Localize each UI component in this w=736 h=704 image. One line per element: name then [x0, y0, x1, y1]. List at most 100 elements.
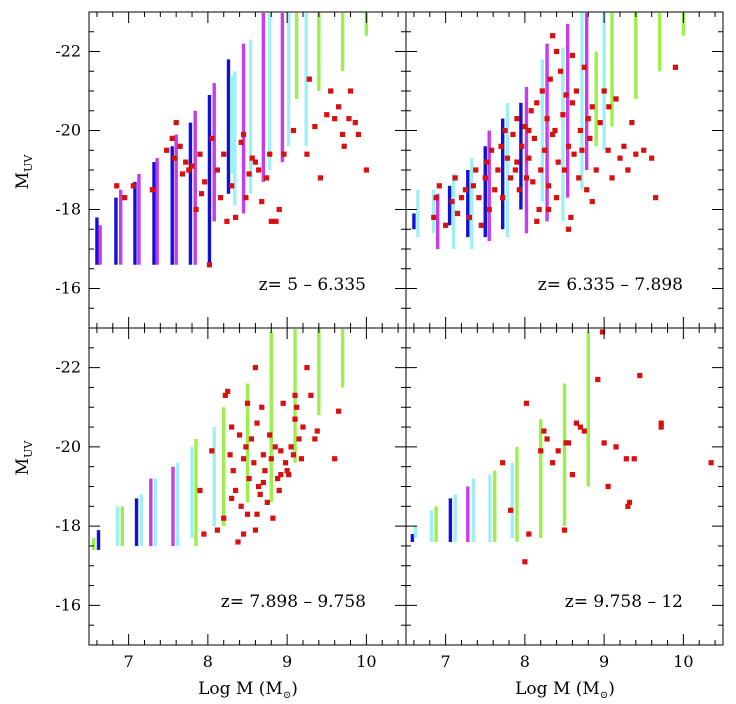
- x-axis-label-left-close: ): [291, 679, 298, 699]
- galaxy-point: [324, 112, 330, 118]
- x-tick-label: 8: [520, 652, 530, 671]
- galaxy-point: [593, 167, 599, 173]
- galaxy-point: [526, 155, 532, 161]
- galaxy-point: [202, 179, 208, 185]
- galaxy-point: [539, 88, 545, 94]
- galaxy-point: [519, 143, 525, 149]
- galaxy-point: [522, 559, 528, 565]
- x-axis-label-left-main: Log M (M: [198, 679, 283, 699]
- galaxy-point: [260, 452, 266, 458]
- galaxy-point: [346, 116, 352, 122]
- galaxy-point: [534, 218, 540, 224]
- galaxy-point: [296, 436, 302, 442]
- galaxy-point: [240, 531, 247, 537]
- galaxy-point: [340, 131, 346, 138]
- y-axis-label-lower-main: M: [13, 458, 33, 475]
- galaxy-point: [550, 131, 556, 138]
- galaxy-point: [510, 131, 516, 138]
- galaxy-point: [579, 147, 585, 153]
- galaxy-point: [130, 183, 136, 189]
- galaxy-point: [284, 468, 290, 474]
- galaxy-point: [530, 179, 536, 185]
- panel-4: z= 9.758 – 12: [405, 327, 724, 646]
- galaxy-point: [273, 218, 279, 224]
- galaxy-point: [280, 400, 286, 406]
- galaxy-point: [526, 531, 532, 537]
- galaxy-point: [569, 100, 576, 106]
- galaxy-point: [523, 175, 530, 181]
- galaxy-point: [585, 116, 591, 122]
- galaxy-point: [581, 64, 587, 70]
- galaxy-point: [209, 135, 215, 141]
- galaxy-point: [584, 187, 590, 193]
- galaxy-point: [452, 175, 458, 181]
- galaxy-point: [263, 175, 270, 181]
- galaxy-point: [597, 120, 603, 126]
- x-tick-label: 10: [673, 652, 693, 671]
- galaxy-point: [547, 76, 553, 82]
- galaxy-point: [276, 206, 282, 213]
- galaxy-point: [347, 88, 354, 94]
- galaxy-point: [201, 531, 207, 537]
- galaxy-point: [336, 408, 342, 414]
- panel-label: z= 6.335 – 7.898: [538, 275, 683, 295]
- panel-1: z= 5 – 6.335: [88, 11, 407, 329]
- galaxy-point: [526, 127, 532, 134]
- galaxy-point: [122, 195, 128, 201]
- galaxy-point: [248, 436, 255, 442]
- galaxy-point: [672, 64, 679, 70]
- galaxy-point: [473, 167, 479, 173]
- galaxy-point: [658, 424, 664, 430]
- galaxy-point: [254, 511, 260, 517]
- galaxy-point: [492, 187, 498, 193]
- galaxy-point: [249, 155, 255, 161]
- galaxy-point: [240, 131, 247, 138]
- galaxy-point: [298, 456, 304, 462]
- x-tick-label: 9: [599, 652, 609, 671]
- galaxy-point: [568, 214, 574, 220]
- galaxy-point: [294, 404, 300, 410]
- galaxy-point: [565, 143, 572, 149]
- galaxy-point: [458, 195, 465, 201]
- galaxy-point: [268, 456, 274, 462]
- galaxy-point: [229, 183, 235, 189]
- galaxy-point: [209, 448, 215, 454]
- galaxy-point: [553, 195, 560, 201]
- galaxy-point: [183, 159, 189, 165]
- galaxy-point: [214, 167, 220, 173]
- galaxy-point: [244, 400, 251, 406]
- galaxy-point: [243, 195, 249, 201]
- galaxy-point: [262, 468, 268, 474]
- galaxy-point: [482, 175, 488, 181]
- galaxy-point: [149, 187, 155, 193]
- galaxy-point: [222, 392, 228, 398]
- galaxy-point: [236, 432, 243, 438]
- galaxy-point: [243, 444, 249, 450]
- galaxy-point: [504, 155, 511, 161]
- x-axis-label-right-close: ): [608, 679, 615, 699]
- galaxy-point: [197, 487, 203, 494]
- galaxy-point: [478, 222, 484, 228]
- galaxy-point: [306, 76, 312, 82]
- galaxy-point: [278, 472, 284, 478]
- galaxy-point: [587, 135, 593, 141]
- galaxy-point: [514, 159, 520, 165]
- panels-layer: z= 5 – 6.335 z= 6.335 – 7.898 z= 7.898 – 9…: [88, 11, 724, 646]
- galaxy-point: [514, 116, 520, 122]
- galaxy-point: [561, 527, 568, 533]
- panel-label: z= 7.898 – 9.758: [221, 592, 366, 612]
- x-axis-label-right-main: Log M (M: [515, 679, 600, 699]
- galaxy-point: [227, 452, 233, 458]
- galaxy-point: [259, 199, 265, 205]
- galaxy-point: [623, 456, 629, 462]
- galaxy-point: [254, 420, 260, 426]
- galaxy-point: [278, 448, 284, 454]
- galaxy-point: [595, 376, 601, 383]
- x-tick-label: 8: [203, 652, 213, 671]
- galaxy-point: [536, 206, 542, 213]
- galaxy-point: [292, 392, 298, 398]
- tick-labels-layer: -16 -18 -20 -22 -16 -18 -20 -22 7 8 9 10 7 8 9 10: [55, 42, 693, 672]
- galaxy-point: [272, 444, 278, 450]
- galaxy-point: [708, 460, 714, 466]
- galaxy-point: [290, 127, 297, 134]
